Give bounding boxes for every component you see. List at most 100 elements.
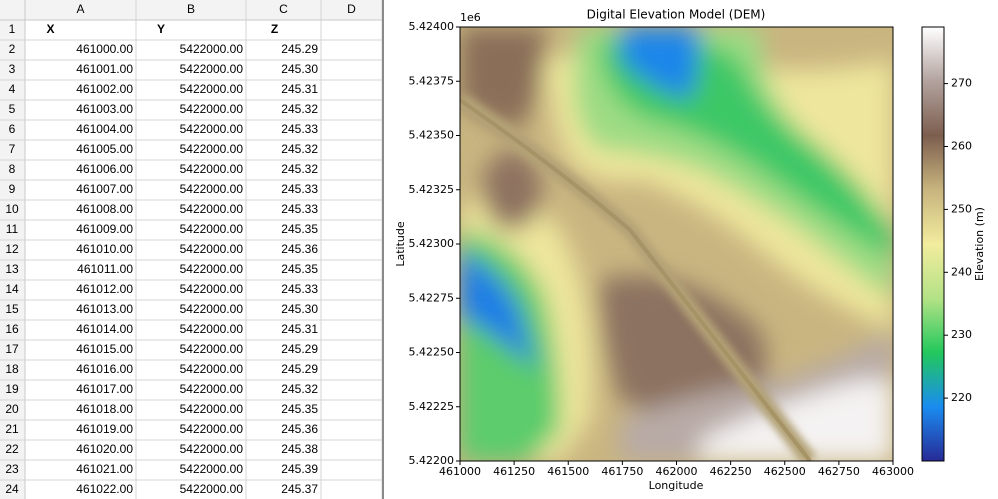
row-header: 19 xyxy=(5,382,19,396)
y-tick-label: 5.42400 xyxy=(409,20,455,33)
cell: 461003.00 xyxy=(76,102,133,116)
cell: 245.35 xyxy=(281,222,318,236)
cell: 461015.00 xyxy=(76,342,133,356)
cell: 461008.00 xyxy=(76,202,133,216)
y-tick-label: 5.42200 xyxy=(409,454,455,467)
cell: 245.35 xyxy=(281,402,318,416)
cell: 5422000.00 xyxy=(180,422,244,436)
row-header: 14 xyxy=(5,282,19,296)
cell: 245.30 xyxy=(281,62,318,76)
cell: 245.31 xyxy=(281,322,318,336)
offset-text: 1e6 xyxy=(460,11,481,24)
row-header: 23 xyxy=(5,462,19,476)
cell: 5422000.00 xyxy=(180,342,244,356)
colorbar-tick-label: 230 xyxy=(951,328,972,341)
cell: 5422000.00 xyxy=(180,142,244,156)
row-header: 18 xyxy=(5,362,19,376)
column-header-bar xyxy=(0,0,382,20)
cell: 461019.00 xyxy=(76,422,133,436)
cell: 461005.00 xyxy=(76,142,133,156)
row-header: 8 xyxy=(9,162,16,176)
cell: 5422000.00 xyxy=(180,222,244,236)
dem-chart: Digital Elevation Model (DEM) Longitude … xyxy=(394,8,986,493)
cell: 5422000.00 xyxy=(180,282,244,296)
x-tick-label: 461750 xyxy=(601,465,643,478)
cell: 245.36 xyxy=(281,422,318,436)
cell: 461017.00 xyxy=(76,382,133,396)
sheet-bg xyxy=(0,0,382,499)
x-tick-label: 461500 xyxy=(547,465,589,478)
cell: 5422000.00 xyxy=(180,362,244,376)
row-header: 6 xyxy=(9,122,16,136)
cell: 5422000.00 xyxy=(180,42,244,56)
cell: 461006.00 xyxy=(76,162,133,176)
x-tick-label: 463000 xyxy=(872,465,914,478)
cell: 245.35 xyxy=(281,262,318,276)
y-tick-label: 5.42350 xyxy=(409,129,455,142)
cell: 245.33 xyxy=(281,202,318,216)
cell: 461018.00 xyxy=(76,402,133,416)
cell: 461011.00 xyxy=(77,262,133,276)
row-header-bar xyxy=(0,0,25,499)
cell: 245.29 xyxy=(281,362,318,376)
cell: 461002.00 xyxy=(76,82,133,96)
x-tick-label: 461000 xyxy=(439,465,481,478)
chart-title: Digital Elevation Model (DEM) xyxy=(587,8,766,22)
colorbar-tick-label: 270 xyxy=(951,77,972,90)
cell: 5422000.00 xyxy=(180,202,244,216)
row-header: 13 xyxy=(5,262,19,276)
y-tick-label: 5.42250 xyxy=(409,346,455,359)
row-header: 2 xyxy=(9,42,16,56)
cell: 461010.00 xyxy=(76,242,133,256)
cell: 245.32 xyxy=(281,162,318,176)
row-header: 11 xyxy=(6,222,19,236)
x-tick-label: 462500 xyxy=(764,465,806,478)
cell: 5422000.00 xyxy=(180,302,244,316)
x-tick-label: 461250 xyxy=(493,465,535,478)
x-tick-label: 462000 xyxy=(656,465,698,478)
cell: 245.37 xyxy=(281,482,318,496)
cell: 5422000.00 xyxy=(180,322,244,336)
colorbar-tick-label: 240 xyxy=(951,265,972,278)
header-cell: X xyxy=(46,22,54,36)
cell: 245.29 xyxy=(281,342,318,356)
cell: 461004.00 xyxy=(76,122,133,136)
x-axis-label: Longitude xyxy=(649,479,704,492)
cell: 245.32 xyxy=(281,102,318,116)
cell: 245.30 xyxy=(281,302,318,316)
cell: 5422000.00 xyxy=(180,62,244,76)
cell: 245.39 xyxy=(281,462,318,476)
colorbar-tick-label: 220 xyxy=(951,391,972,404)
header-cell: Z xyxy=(271,22,278,36)
cell: 461016.00 xyxy=(76,362,133,376)
cell: 5422000.00 xyxy=(180,242,244,256)
cell: 461012.00 xyxy=(76,282,133,296)
x-tick-label: 462250 xyxy=(710,465,752,478)
cell: 5422000.00 xyxy=(180,162,244,176)
cell: 5422000.00 xyxy=(180,82,244,96)
cell: 5422000.00 xyxy=(180,182,244,196)
row-header: 15 xyxy=(5,302,19,316)
cell: 461021.00 xyxy=(76,462,133,476)
cell: 5422000.00 xyxy=(180,262,244,276)
cell: 245.32 xyxy=(281,142,318,156)
cell: 5422000.00 xyxy=(180,122,244,136)
cell: 5422000.00 xyxy=(180,442,244,456)
row-header: 10 xyxy=(5,202,19,216)
colorbar-tick-label: 250 xyxy=(951,202,972,215)
cell: 5422000.00 xyxy=(180,462,244,476)
cell: 245.36 xyxy=(281,242,318,256)
y-axis-label: Latitude xyxy=(394,221,407,267)
cell: 245.38 xyxy=(281,442,318,456)
column-header: B xyxy=(187,2,195,16)
cell: 245.33 xyxy=(281,182,318,196)
cell: 245.33 xyxy=(281,122,318,136)
dem-image xyxy=(460,27,893,461)
row-header: 12 xyxy=(5,242,19,256)
row-header: 16 xyxy=(5,322,19,336)
x-tick-label: 462750 xyxy=(818,465,860,478)
cell: 245.33 xyxy=(281,282,318,296)
column-header: C xyxy=(279,2,288,16)
cell: 461009.00 xyxy=(76,222,133,236)
